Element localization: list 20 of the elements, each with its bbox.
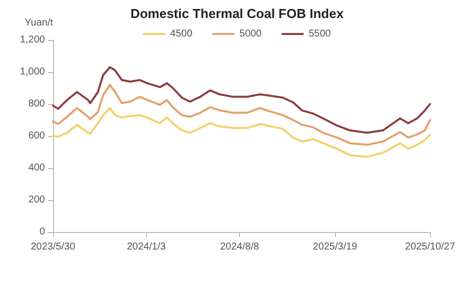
legend-label: 4500 xyxy=(170,28,193,40)
x-tick-label: 2024/8/8 xyxy=(220,242,260,252)
y-tick-label: 400 xyxy=(28,162,46,174)
y-axis-title: Yuan/t xyxy=(24,18,54,28)
chart-title: Domestic Thermal Coal FOB Index xyxy=(130,6,344,21)
line-series xyxy=(52,107,431,158)
x-tick-label: 2024/1/3 xyxy=(126,242,166,252)
x-tick-label: 2025/10/27 xyxy=(404,242,456,252)
y-tick-label: 0 xyxy=(39,226,46,238)
x-tick-label: 2025/3/19 xyxy=(312,242,358,252)
x-tick-label: 2023/5/30 xyxy=(30,242,76,252)
line-series xyxy=(52,66,431,134)
y-tick-label: 1,200 xyxy=(20,34,46,46)
legend-label: 5500 xyxy=(308,28,332,40)
y-tick-label: 800 xyxy=(28,98,46,110)
y-tick-label: 600 xyxy=(28,130,46,142)
line-series xyxy=(52,84,431,146)
y-tick-label: 200 xyxy=(28,194,46,206)
legend-label: 5000 xyxy=(239,28,262,40)
y-tick-label: 1,000 xyxy=(20,66,46,78)
